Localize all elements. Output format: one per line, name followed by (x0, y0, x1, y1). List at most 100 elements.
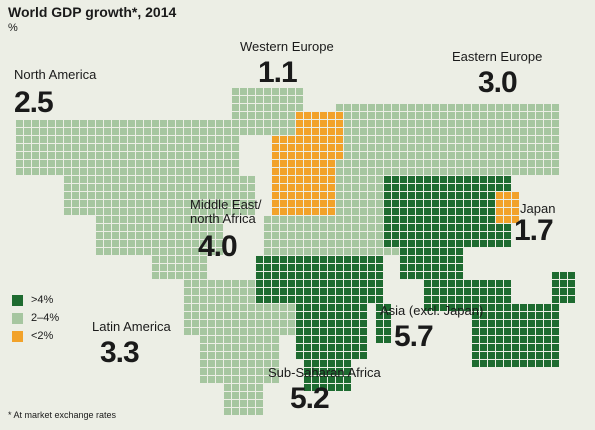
map-cell (120, 216, 127, 223)
map-cell (224, 352, 231, 359)
map-cell (264, 296, 271, 303)
map-cell (288, 136, 295, 143)
map-cell (216, 224, 223, 231)
map-cell (104, 208, 111, 215)
map-cell (160, 168, 167, 175)
map-cell (544, 320, 551, 327)
map-cell (336, 256, 343, 263)
map-cell (232, 152, 239, 159)
map-cell (360, 304, 367, 311)
map-cell (88, 120, 95, 127)
map-cell (296, 168, 303, 175)
map-cell (504, 240, 511, 247)
map-cell (232, 200, 239, 207)
map-cell (248, 376, 255, 383)
map-cell (64, 168, 71, 175)
map-cell (64, 136, 71, 143)
map-cell (192, 280, 199, 287)
map-cell (384, 208, 391, 215)
map-cell (424, 296, 431, 303)
map-cell (504, 208, 511, 215)
map-cell (176, 232, 183, 239)
map-cell (552, 352, 559, 359)
map-cell (216, 152, 223, 159)
map-cell (224, 208, 231, 215)
map-cell (432, 120, 439, 127)
map-cell (64, 128, 71, 135)
map-cell (336, 296, 343, 303)
map-cell (352, 312, 359, 319)
map-cell (312, 208, 319, 215)
map-cell (280, 256, 287, 263)
map-cell (336, 224, 343, 231)
map-cell (448, 200, 455, 207)
map-cell (264, 328, 271, 335)
map-cell (336, 200, 343, 207)
map-cell (304, 112, 311, 119)
map-cell (296, 344, 303, 351)
map-cell (176, 136, 183, 143)
map-cell (144, 248, 151, 255)
map-cell (304, 248, 311, 255)
map-cell (320, 296, 327, 303)
map-cell (352, 328, 359, 335)
map-cell (344, 376, 351, 383)
map-cell (288, 88, 295, 95)
map-cell (424, 120, 431, 127)
map-cell (336, 280, 343, 287)
map-cell (480, 352, 487, 359)
map-cell (456, 216, 463, 223)
map-cell (184, 120, 191, 127)
map-cell (112, 248, 119, 255)
map-cell (80, 120, 87, 127)
map-cell (280, 176, 287, 183)
map-cell (168, 120, 175, 127)
map-cell (104, 144, 111, 151)
map-cell (504, 104, 511, 111)
map-cell (352, 152, 359, 159)
map-cell (416, 232, 423, 239)
map-cell (320, 328, 327, 335)
map-cell (136, 192, 143, 199)
map-cell (224, 176, 231, 183)
map-cell (392, 152, 399, 159)
map-cell (320, 240, 327, 247)
map-cell (104, 168, 111, 175)
map-cell (504, 168, 511, 175)
map-cell (136, 144, 143, 151)
map-cell (152, 160, 159, 167)
map-cell (408, 128, 415, 135)
map-cell (512, 208, 519, 215)
map-cell (456, 144, 463, 151)
map-cell (384, 304, 391, 311)
map-cell (104, 136, 111, 143)
map-cell (88, 160, 95, 167)
map-cell (312, 248, 319, 255)
map-cell (488, 352, 495, 359)
map-cell (168, 272, 175, 279)
map-cell (496, 144, 503, 151)
map-cell (264, 336, 271, 343)
map-cell (488, 176, 495, 183)
map-cell (528, 144, 535, 151)
map-cell (432, 136, 439, 143)
map-cell (112, 208, 119, 215)
map-cell (544, 120, 551, 127)
map-cell (272, 264, 279, 271)
map-cell (272, 184, 279, 191)
map-cell (424, 304, 431, 311)
map-cell (424, 272, 431, 279)
map-cell (424, 144, 431, 151)
map-cell (120, 232, 127, 239)
map-cell (192, 248, 199, 255)
map-cell (128, 144, 135, 151)
map-cell (376, 136, 383, 143)
map-cell (344, 368, 351, 375)
map-cell (408, 264, 415, 271)
map-cell (424, 256, 431, 263)
map-cell (376, 288, 383, 295)
map-cell (528, 112, 535, 119)
map-cell (336, 232, 343, 239)
map-cell (232, 88, 239, 95)
map-cell (536, 112, 543, 119)
